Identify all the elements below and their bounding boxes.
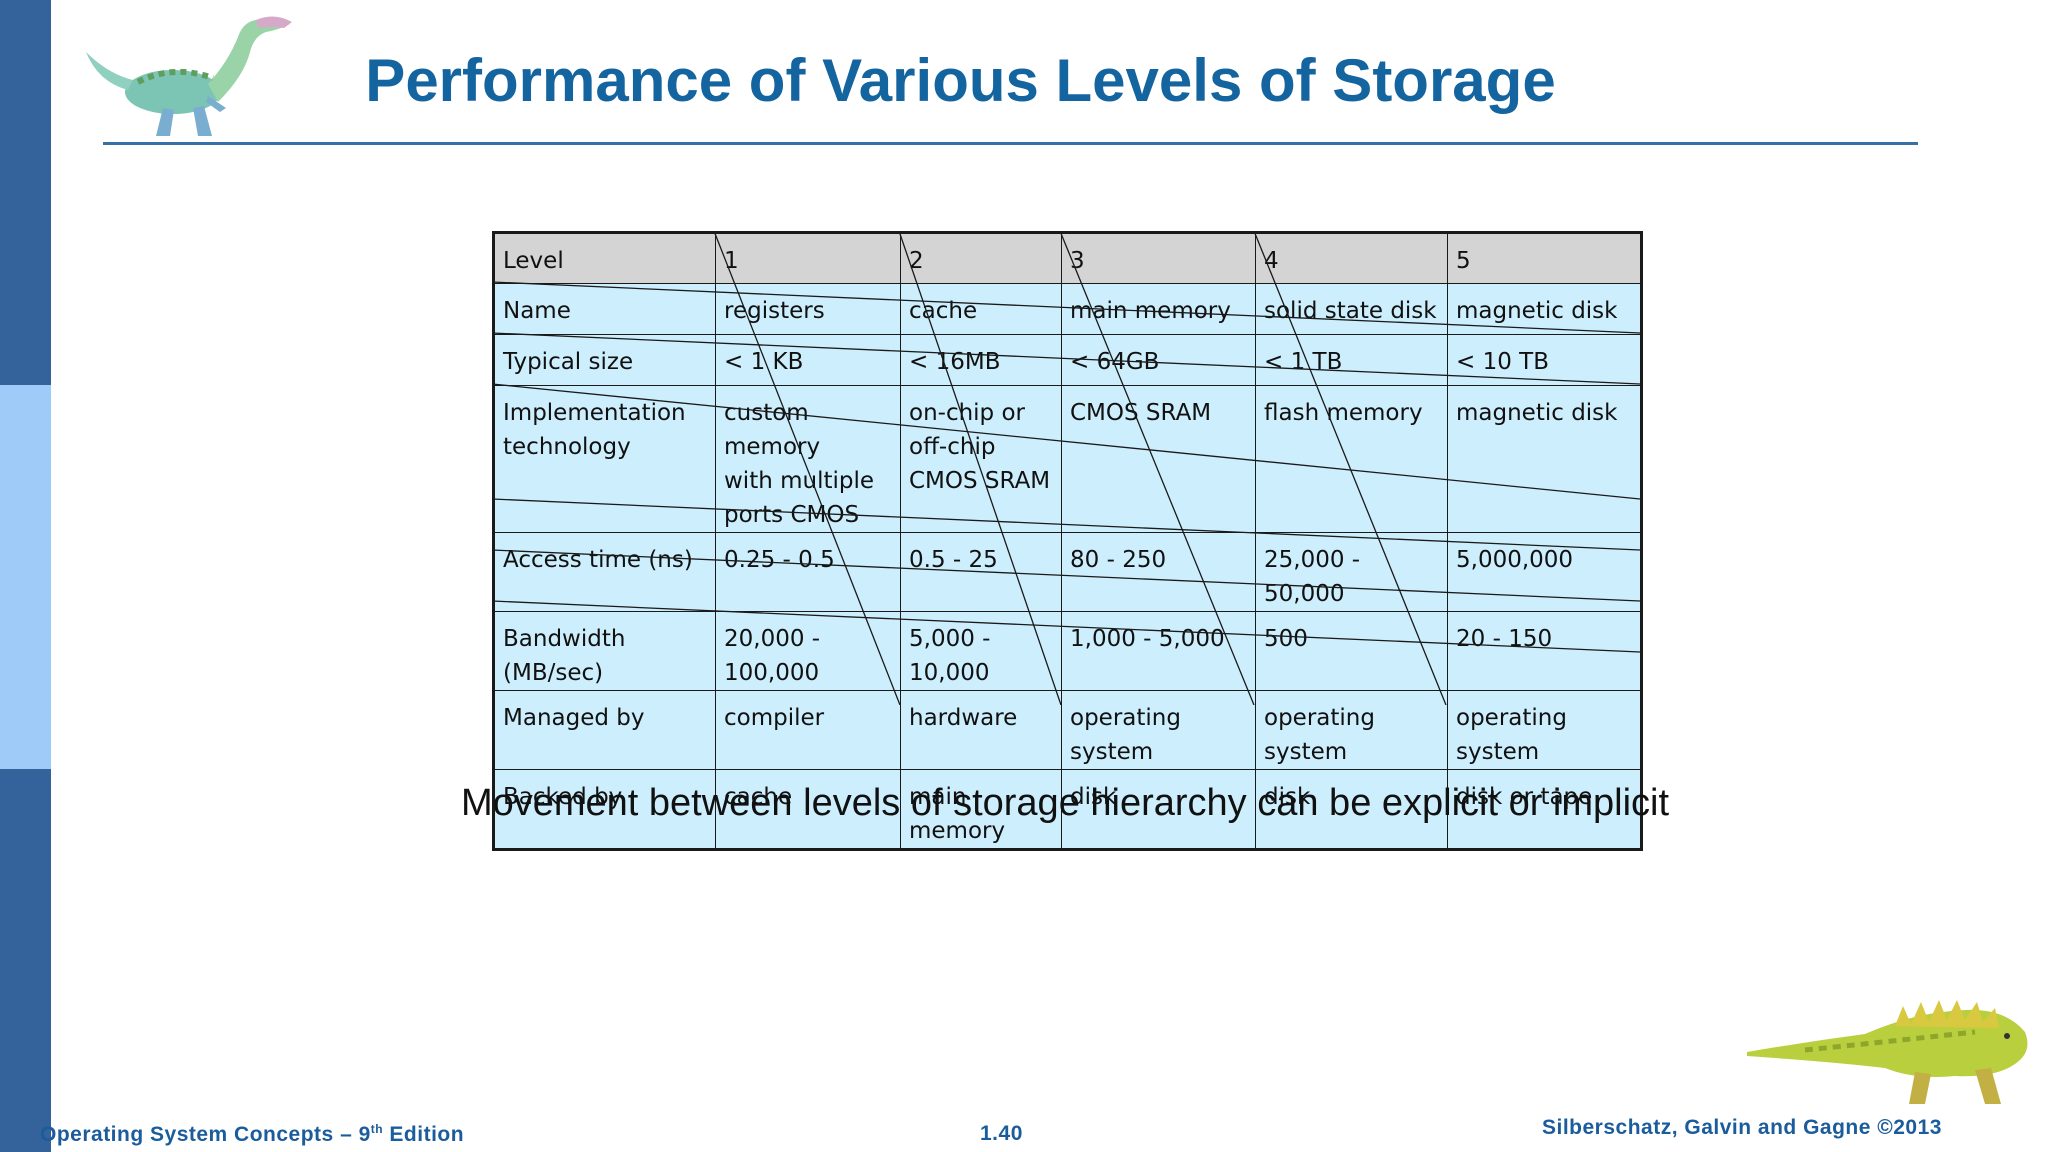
table-cell: cache [900,283,1062,335]
table-cell: < 64GB [1061,334,1256,386]
table-cell: magnetic disk [1447,385,1642,533]
table-cell: < 10 TB [1447,334,1642,386]
table-cell: main memory [900,769,1062,850]
storage-levels-table: Level 1 2 3 4 5 Name registers cache mai… [492,231,1643,851]
slide-title: Performance of Various Levels of Storage [365,47,1556,114]
table-header-cell: 1 [715,232,901,284]
table-header-row: Level 1 2 3 4 5 [493,232,1642,284]
left-sidebar [0,0,51,1152]
table-cell: solid state disk [1255,283,1448,335]
table-cell: 0.25 - 0.5 [715,532,901,612]
table-cell: compiler [715,690,901,770]
footer-page-number: 1.40 [980,1122,1023,1145]
storage-table-container: Level 1 2 3 4 5 Name registers cache mai… [492,231,1643,851]
table-row: Implementation technology custom memory … [493,385,1642,533]
footer-edition-text: Edition [383,1123,465,1146]
table-cell: operating system [1447,690,1642,770]
title-underline [103,142,1918,145]
table-row: Managed by compiler hardware operating s… [493,690,1642,770]
table-cell: 20,000 - 100,000 [715,611,901,691]
footer-edition-superscript: th [370,1122,384,1136]
table-cell: disk [1061,769,1256,850]
table-row-label: Access time (ns) [493,532,716,612]
table-cell: custom memory with multiple ports CMOS [715,385,901,533]
table-header-cell: 3 [1061,232,1256,284]
table-header-cell: 5 [1447,232,1642,284]
table-cell: flash memory [1255,385,1448,533]
table-header-cell: 2 [900,232,1062,284]
table-cell: operating system [1061,690,1256,770]
table-row-label: Bandwidth (MB/sec) [493,611,716,691]
table-cell: disk or tape [1447,769,1642,850]
table-cell: < 1 KB [715,334,901,386]
table-row-label: Name [493,283,716,335]
table-row-label: Typical size [493,334,716,386]
table-cell: hardware [900,690,1062,770]
table-row-label: Implementation technology [493,385,716,533]
table-cell: magnetic disk [1447,283,1642,335]
sidebar-bottom-band [0,769,51,1152]
table-row-label: Managed by [493,690,716,770]
slide-caption: Movement between levels of storage hiera… [460,782,1670,824]
dinosaur-top-icon [86,16,292,136]
table-header-cell: 4 [1255,232,1448,284]
table-cell: CMOS SRAM [1061,385,1256,533]
table-row: Access time (ns) 0.25 - 0.5 0.5 - 25 80 … [493,532,1642,612]
sidebar-top-band [0,0,51,385]
table-cell: < 1 TB [1255,334,1448,386]
footer-book-title-text: Operating System Concepts – 9 [40,1123,371,1146]
table-cell: 25,000 - 50,000 [1255,532,1448,612]
table-cell: cache [715,769,901,850]
footer-authors: Silberschatz, Galvin and Gagne ©2013 [1542,1116,1942,1139]
table-cell: 0.5 - 25 [900,532,1062,612]
table-row: Typical size < 1 KB < 16MB < 64GB < 1 TB… [493,334,1642,386]
table-cell: 1,000 - 5,000 [1061,611,1256,691]
table-cell: 20 - 150 [1447,611,1642,691]
table-cell: 80 - 250 [1061,532,1256,612]
dinosaur-bottom-icon [1747,1000,2028,1104]
table-row: Bandwidth (MB/sec) 20,000 - 100,000 5,00… [493,611,1642,691]
table-row-label: Backed by [493,769,716,850]
table-cell: main memory [1061,283,1256,335]
table-cell: on-chip or off-chip CMOS SRAM [900,385,1062,533]
sidebar-middle-band [0,385,51,769]
footer-book-title: Operating System Concepts – 9th Edition [40,1122,464,1147]
table-header-cell: Level [493,232,716,284]
table-row: Name registers cache main memory solid s… [493,283,1642,335]
table-cell: disk [1255,769,1448,850]
table-cell: 500 [1255,611,1448,691]
table-cell: 5,000,000 [1447,532,1642,612]
table-cell: < 16MB [900,334,1062,386]
table-cell: registers [715,283,901,335]
table-cell: operating system [1255,690,1448,770]
table-row: Backed by cache main memory disk disk di… [493,769,1642,850]
table-cell: 5,000 - 10,000 [900,611,1062,691]
